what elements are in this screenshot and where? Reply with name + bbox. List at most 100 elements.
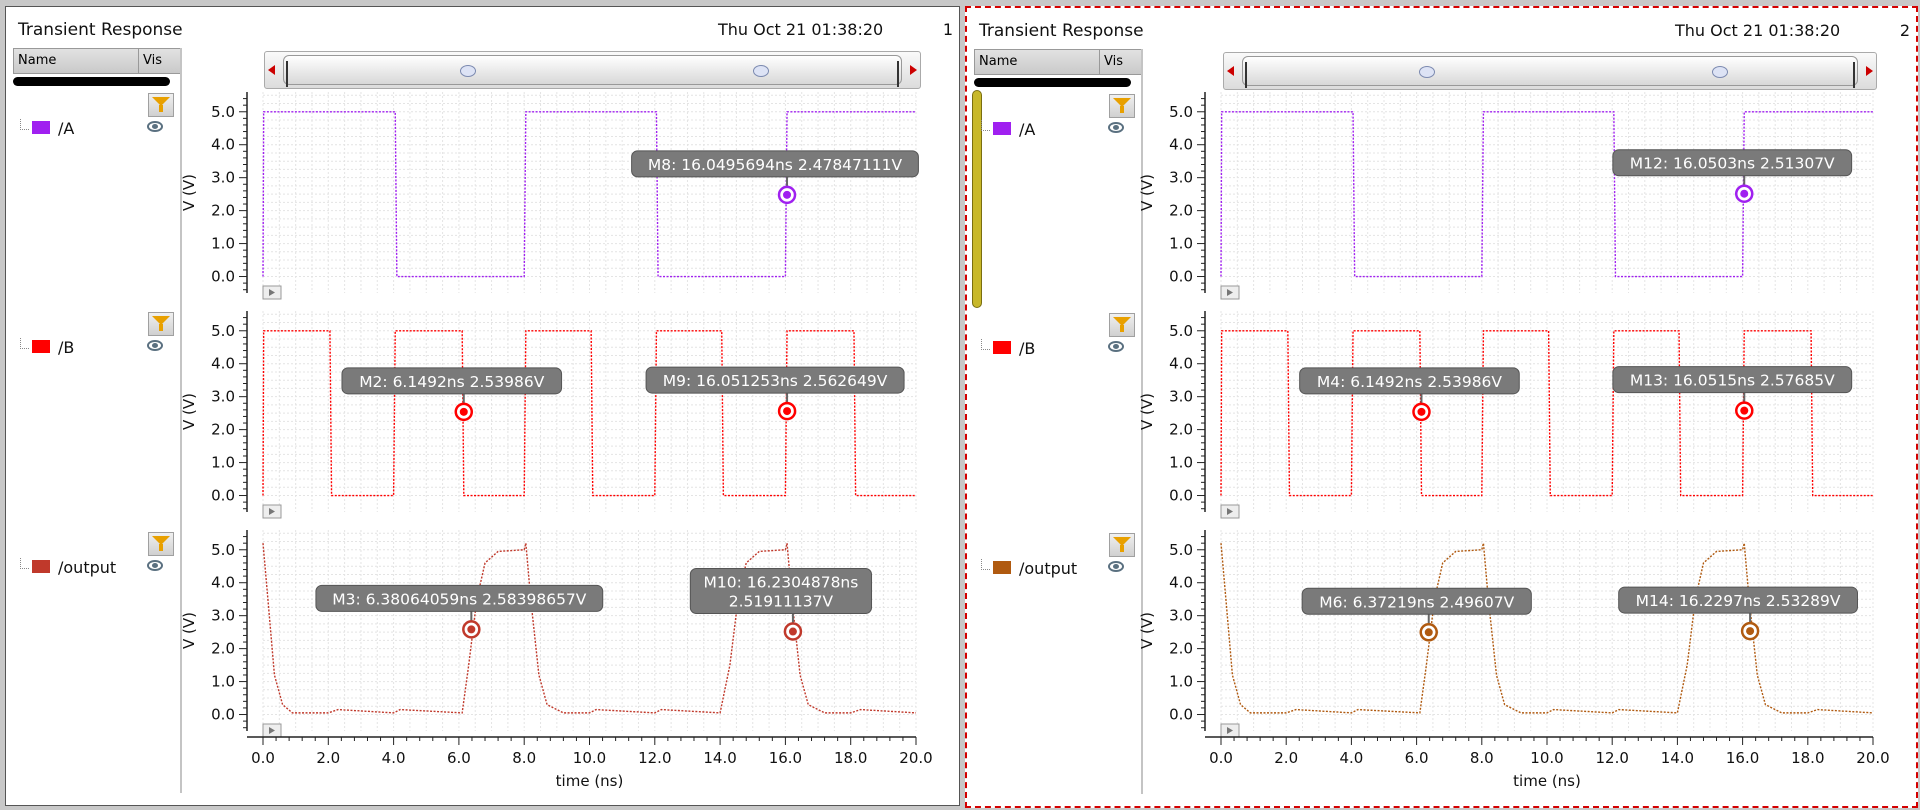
tree-line (981, 120, 990, 131)
marker-label: M3: 6.38064059ns 2.58398657V (332, 590, 587, 608)
filter-icon[interactable] (148, 532, 174, 556)
play-icon (1227, 508, 1233, 515)
legend-name-header: Name (979, 54, 1018, 69)
marker-label-box (1612, 149, 1853, 177)
x-tick-label: 20.0 (1856, 749, 1889, 767)
marker-label: M4: 6.1492ns 2.53986V (1317, 373, 1503, 391)
visibility-eye-icon[interactable] (1108, 561, 1124, 572)
y-tick-label: 5.0 (211, 103, 235, 121)
scroll-thumb[interactable] (283, 55, 902, 87)
y-tick-label: 2.0 (1169, 202, 1193, 220)
x-tick-label: 6.0 (447, 749, 471, 767)
y-tick-label: 1.0 (1169, 673, 1193, 691)
y-axis-label: V (V) (1138, 393, 1156, 430)
filter-icon[interactable] (1109, 313, 1135, 337)
filter-icon[interactable] (148, 312, 174, 336)
visibility-eye-icon[interactable] (147, 560, 163, 571)
thumb-right-handle[interactable] (897, 61, 899, 87)
marker-label: 2.51911137V (729, 593, 834, 611)
thumb-left-handle[interactable] (1245, 62, 1247, 88)
waveform-A (262, 111, 916, 278)
x-tick-label: 2.0 (316, 749, 340, 767)
signal-name: /B (58, 338, 75, 357)
marker-label: M9: 16.051253ns 2.562649V (663, 372, 888, 390)
y-tick-label: 2.0 (211, 640, 235, 658)
marker-label-box (1299, 367, 1520, 395)
y-tick-label: 2.0 (1169, 421, 1193, 439)
y-tick-label: 5.0 (1169, 103, 1193, 121)
subplot-output: 0.0 1.0 2.0 3.0 4.0 5.0 V (V) M3: 6.38064059ns … (180, 530, 917, 738)
marker-dot (1746, 627, 1755, 636)
signal-vertical-scrollbar[interactable] (972, 90, 982, 308)
y-tick-label: 2.0 (211, 202, 235, 220)
scroll-right-arrow-icon[interactable] (910, 65, 917, 75)
visibility-eye-icon[interactable] (147, 121, 163, 132)
y-tick-label: 1.0 (211, 235, 235, 253)
scroll-left-arrow-icon[interactable] (1227, 66, 1234, 76)
y-tick-label: 5.0 (211, 541, 235, 559)
y-tick-label: 1.0 (1169, 235, 1193, 253)
grip-icon (460, 65, 476, 77)
tree-line (981, 559, 990, 570)
scroll-thumb[interactable] (1242, 56, 1858, 88)
panel-1[interactable]: Transient Response Thu Oct 21 01:38:20 1… (5, 6, 960, 806)
scroll-left-arrow-icon[interactable] (268, 65, 275, 75)
marker-label: M6: 6.37219ns 2.49607V (1319, 593, 1514, 611)
signal-name: /output (1019, 559, 1078, 578)
thumb-right-handle[interactable] (1853, 62, 1855, 88)
marker-label-box (689, 568, 873, 615)
y-tick-label: 4.0 (1169, 355, 1193, 373)
legend-scrollbar[interactable] (13, 77, 170, 86)
y-tick-label: 3.0 (1169, 607, 1193, 625)
y-tick-label: 0.0 (1169, 706, 1193, 724)
panel-number: 2 (1899, 21, 1910, 40)
signal-color-swatch (32, 121, 50, 134)
y-tick-label: 4.0 (211, 574, 235, 592)
marker-label: M10: 16.2304878ns (704, 574, 859, 592)
marker-dot (783, 407, 792, 416)
y-tick-label: 1.0 (211, 454, 235, 472)
y-tick-label: 5.0 (211, 322, 235, 340)
x-tick-label: 14.0 (703, 749, 736, 767)
visibility-eye-icon[interactable] (1108, 122, 1124, 133)
marker-label-box (631, 150, 919, 178)
y-axis-label: V (V) (180, 612, 198, 649)
grip-icon (1712, 66, 1728, 78)
marker-dot (1740, 406, 1749, 415)
y-tick-label: 1.0 (1169, 454, 1193, 472)
y-tick-label: 0.0 (1169, 487, 1193, 505)
legend-scrollbar[interactable] (974, 78, 1131, 87)
grip-icon (753, 65, 769, 77)
filter-icon[interactable] (1109, 94, 1135, 118)
marker-dot (1740, 189, 1749, 198)
filter-icon[interactable] (1109, 533, 1135, 557)
x-axis-label: time (ns) (1513, 772, 1581, 790)
panel-title: Transient Response (18, 20, 183, 40)
x-tick-label: 10.0 (573, 749, 606, 767)
legend-divider[interactable] (180, 48, 182, 793)
tree-line (20, 119, 29, 130)
signal-name: /A (1019, 120, 1036, 139)
x-tick-label: 8.0 (512, 749, 536, 767)
marker: M2: 6.1492ns 2.53986V (341, 367, 563, 422)
visibility-eye-icon[interactable] (1108, 341, 1124, 352)
x-tick-label: 12.0 (1595, 749, 1628, 767)
legend-divider[interactable] (1141, 49, 1143, 794)
y-axis-label: V (V) (1138, 612, 1156, 649)
x-axis-label: time (ns) (556, 772, 624, 790)
time-scrollbar[interactable] (264, 51, 921, 89)
legend-header: Name Vis (13, 48, 182, 74)
visibility-eye-icon[interactable] (147, 340, 163, 351)
x-tick-label: 6.0 (1405, 749, 1429, 767)
marker-label-box (1618, 586, 1858, 614)
time-scrollbar[interactable] (1223, 52, 1877, 90)
y-tick-label: 5.0 (1169, 322, 1193, 340)
play-icon (1227, 289, 1233, 296)
marker-label-box (1301, 587, 1532, 615)
filter-icon[interactable] (148, 93, 174, 117)
scroll-right-arrow-icon[interactable] (1866, 66, 1873, 76)
thumb-left-handle[interactable] (286, 61, 288, 87)
y-tick-label: 3.0 (211, 607, 235, 625)
